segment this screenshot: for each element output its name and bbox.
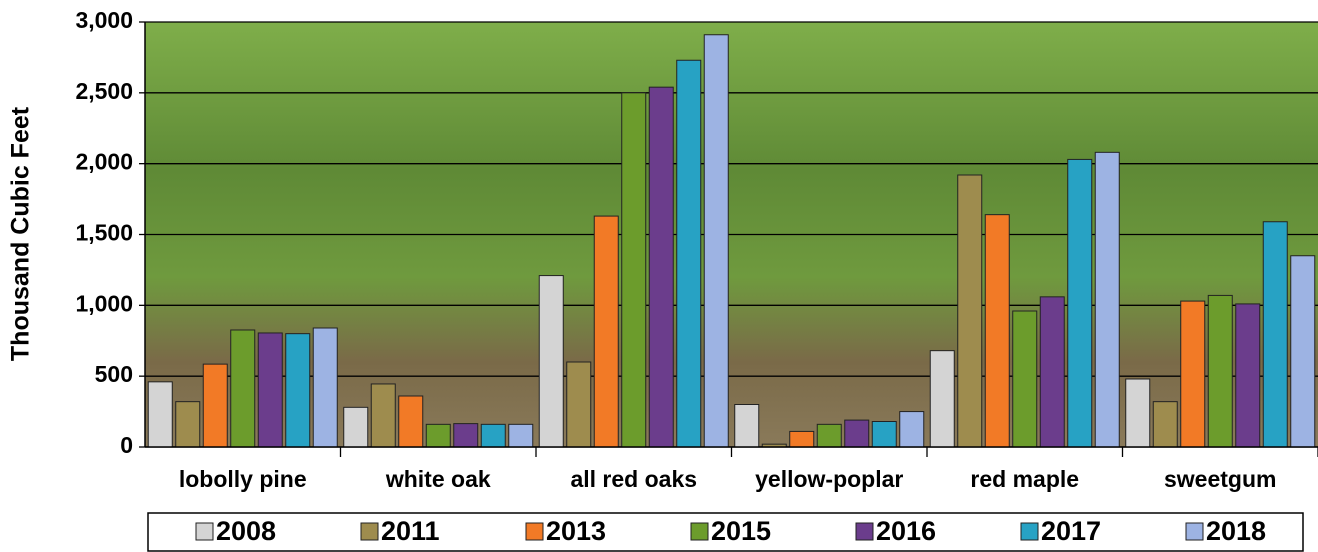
bar [1235, 303, 1261, 448]
y-axis-label: Thousand Cubic Feet [7, 106, 35, 361]
bar [285, 333, 311, 448]
bar [734, 404, 760, 448]
x-tick-label: yellow-poplar [755, 466, 903, 492]
x-tick-label: sweetgum [1164, 466, 1276, 492]
bar [703, 34, 729, 448]
bar [1125, 378, 1151, 448]
legend-swatch [1185, 522, 1204, 541]
y-tick-label: 2,500 [75, 78, 133, 104]
legend-label: 2017 [1041, 516, 1101, 546]
y-tick-label: 1,000 [75, 290, 133, 316]
y-tick-label: 3,000 [75, 7, 133, 33]
bar [425, 423, 451, 448]
legend-label: 2008 [216, 516, 276, 546]
legend-swatch [195, 522, 214, 541]
x-tick-label: lobolly pine [179, 466, 307, 492]
legend-label: 2015 [711, 516, 771, 546]
legend-swatch [360, 522, 379, 541]
bar [480, 423, 506, 448]
y-tick-label: 0 [120, 432, 133, 458]
legend-label: 2016 [876, 516, 936, 546]
bar [147, 381, 173, 448]
legend-label: 2013 [546, 516, 606, 546]
legend-swatch [690, 522, 709, 541]
bar [508, 423, 534, 448]
bar [1152, 401, 1178, 448]
x-tick-label: white oak [385, 466, 491, 492]
x-tick-label: red maple [970, 466, 1079, 492]
bar [1094, 151, 1120, 448]
bar [1290, 255, 1316, 448]
bar [1207, 294, 1233, 448]
y-tick-label: 2,000 [75, 149, 133, 175]
legend-label: 2011 [381, 516, 440, 546]
bar [175, 401, 201, 448]
legend-swatch [1020, 522, 1039, 541]
bar [789, 430, 815, 448]
x-tick-label: all red oaks [570, 466, 697, 492]
bar [202, 363, 228, 448]
bar [1039, 296, 1065, 448]
bar [593, 215, 619, 448]
bar [621, 92, 647, 448]
bar [899, 411, 925, 448]
bar [871, 421, 897, 448]
bar [343, 406, 369, 448]
bar [844, 419, 870, 448]
bar [1262, 221, 1288, 448]
legend-swatch [855, 522, 874, 541]
bar [648, 86, 674, 448]
legend [147, 512, 1304, 552]
bar [370, 383, 396, 448]
y-tick-label: 1,500 [75, 220, 133, 246]
bar [1180, 300, 1206, 448]
legend-label: 2018 [1206, 516, 1266, 546]
bar [929, 350, 955, 448]
bar [538, 275, 564, 448]
bar [566, 361, 592, 448]
bar [984, 214, 1010, 448]
bar [398, 395, 424, 448]
bar [312, 327, 338, 448]
bar [957, 174, 983, 448]
bar [257, 332, 283, 448]
bar [1067, 158, 1093, 448]
bar [230, 329, 256, 448]
bar [676, 59, 702, 448]
bar [1012, 310, 1038, 448]
y-tick-label: 500 [95, 361, 133, 387]
bar [816, 423, 842, 448]
legend-swatch [525, 522, 544, 541]
bar [453, 423, 479, 448]
